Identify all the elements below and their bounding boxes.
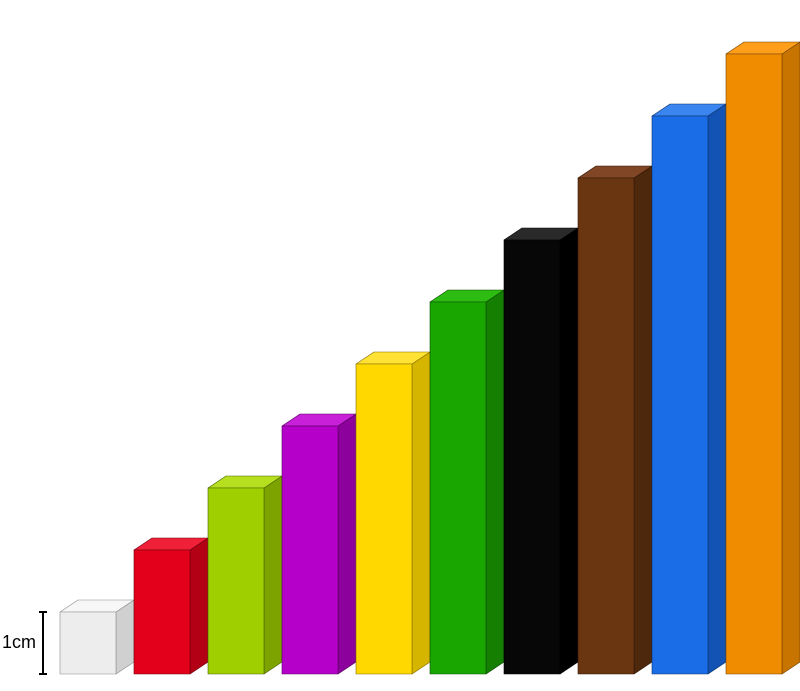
bar-4 <box>282 414 356 674</box>
scale-marker <box>39 612 47 674</box>
bar-2 <box>134 538 208 674</box>
bar-1 <box>60 600 134 674</box>
bar-3 <box>208 476 282 674</box>
bar-6 <box>430 290 504 674</box>
bar-8 <box>578 166 652 674</box>
scale-label: 1cm <box>2 632 36 653</box>
bar-5 <box>356 352 430 674</box>
bar-chart-3d <box>0 0 800 691</box>
bar-10 <box>726 42 800 674</box>
bar-9 <box>652 104 726 674</box>
bar-7 <box>504 228 578 674</box>
